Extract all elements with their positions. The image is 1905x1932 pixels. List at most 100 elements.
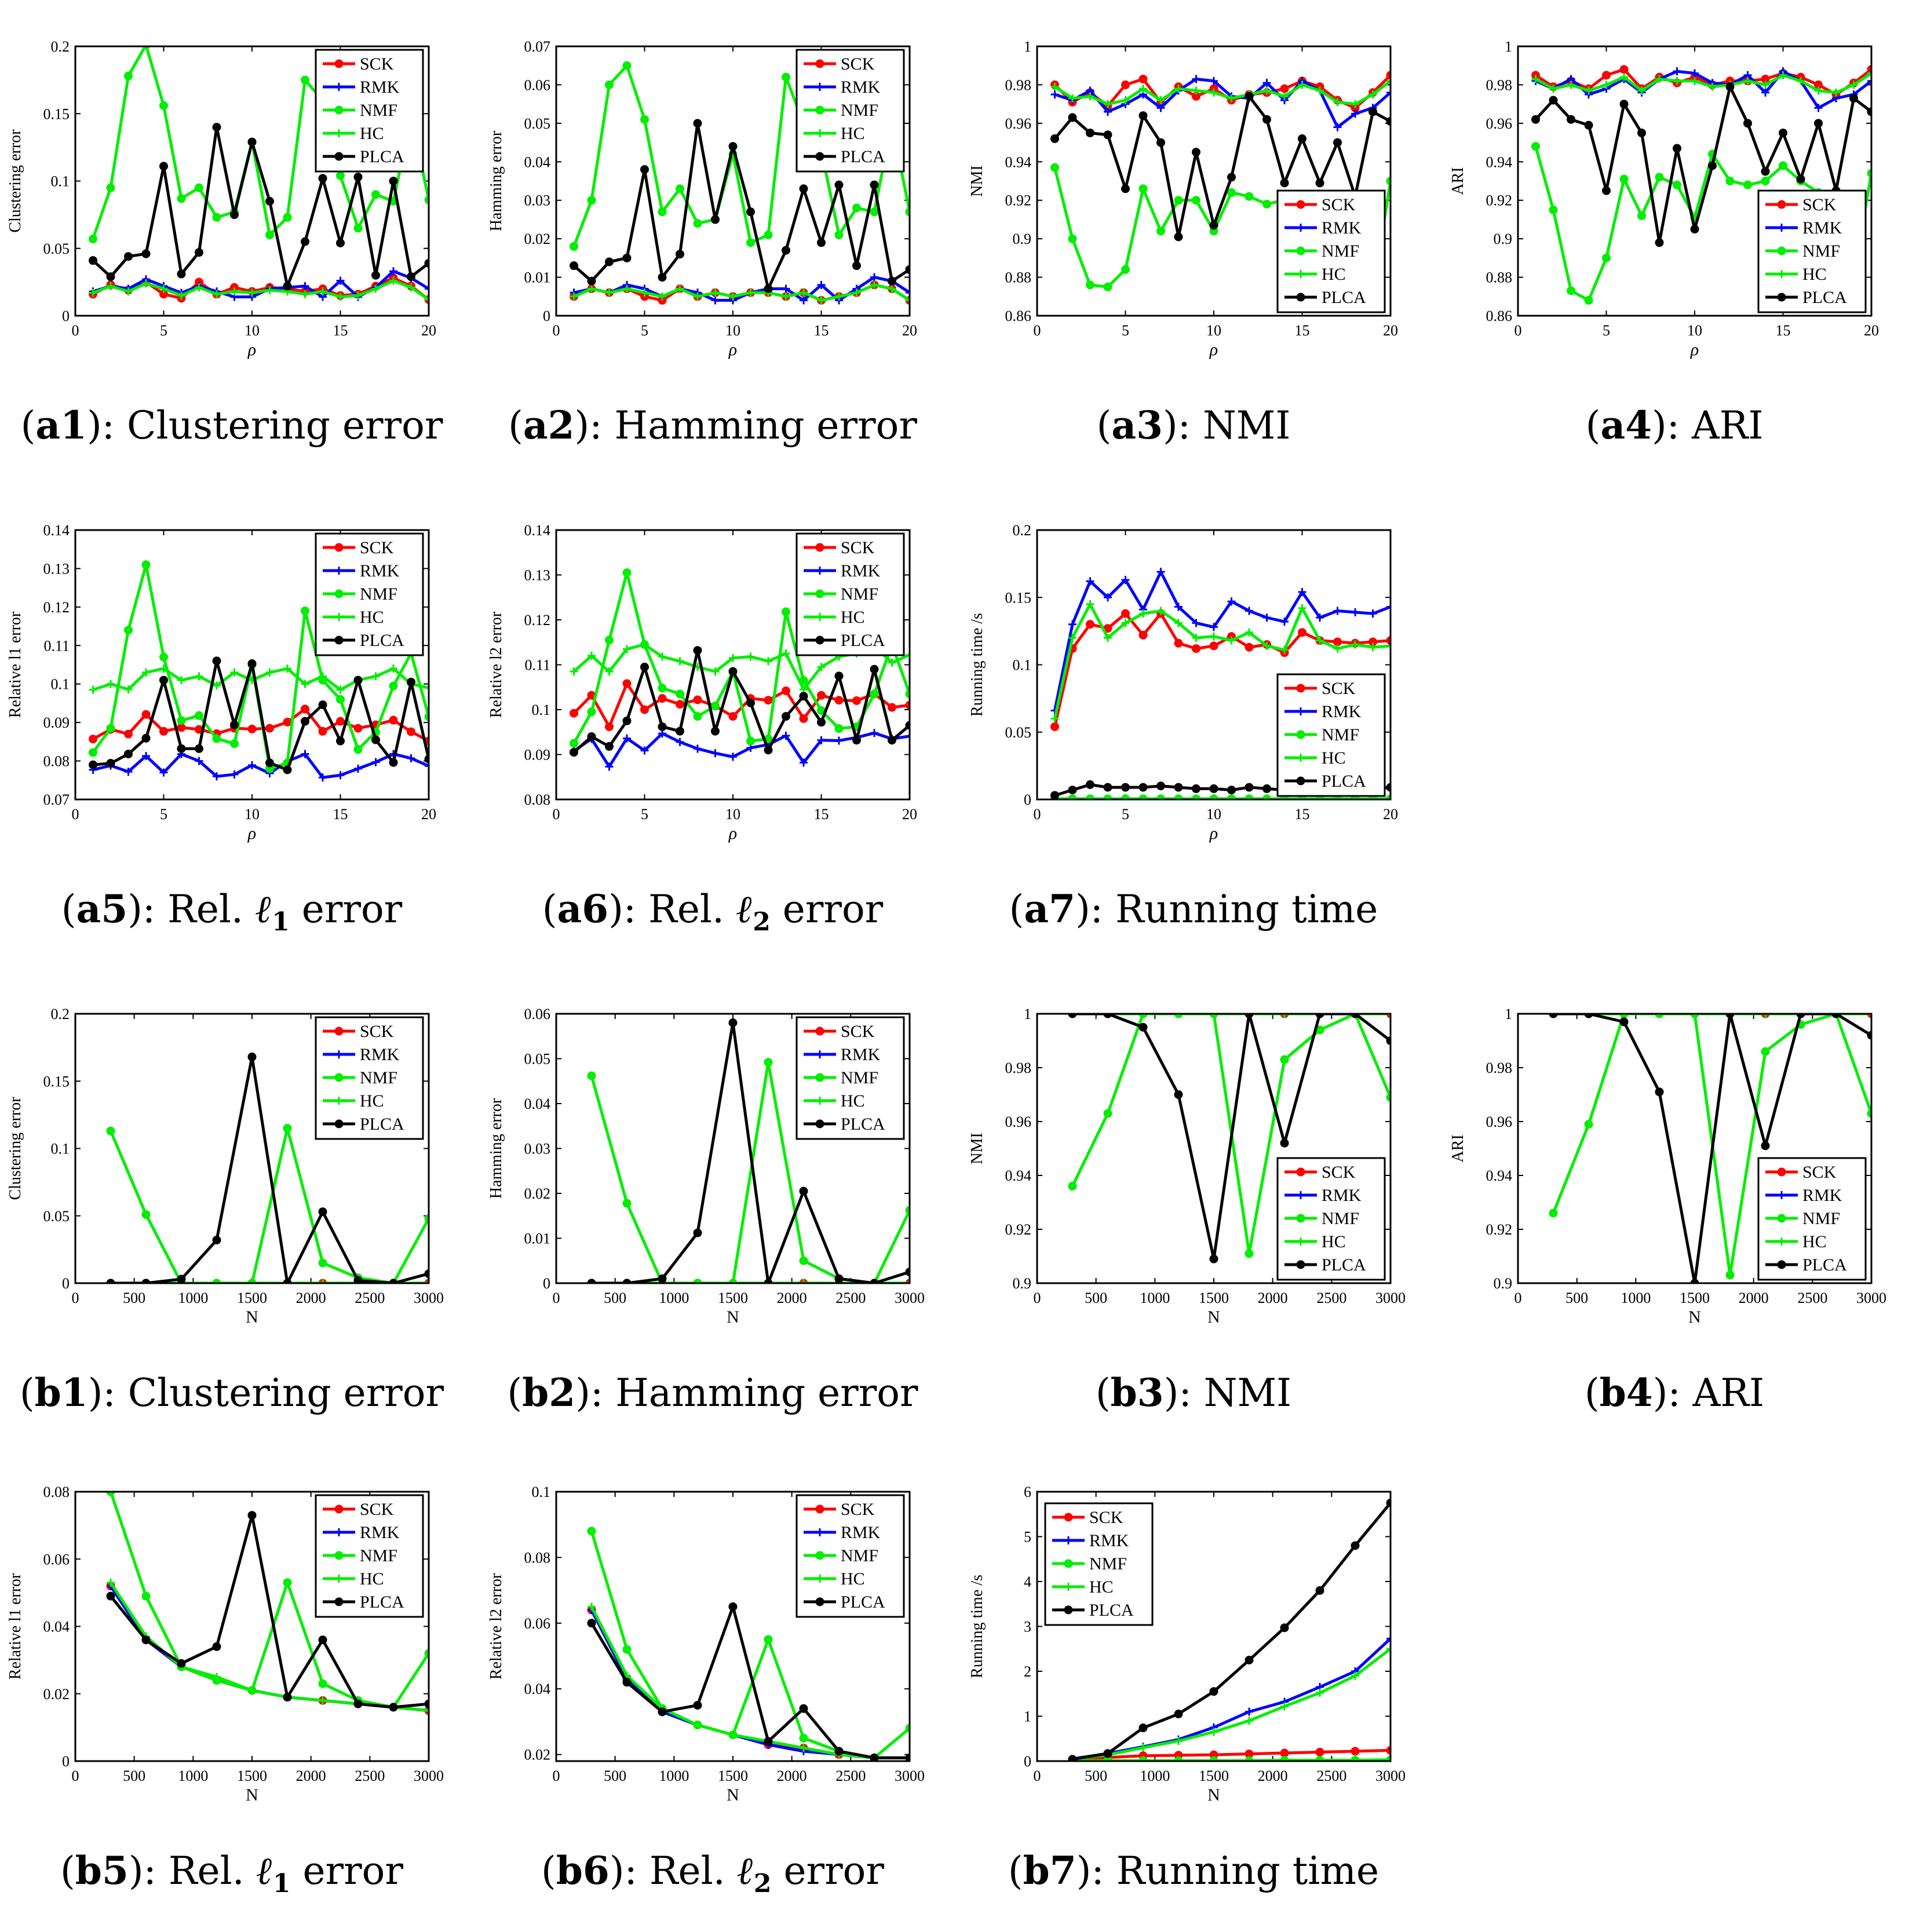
legend-item-nmf: NMF: [1052, 1554, 1127, 1573]
point-nmf: [570, 739, 578, 748]
point-nmf: [336, 171, 345, 180]
x-tick-label: 2500: [1316, 1767, 1346, 1784]
legend-label: NMF: [360, 585, 397, 604]
panel-b4: 0 500 1000 1500 2000 2500 3000 0.9 0.92 0.94 0.96 0…: [1443, 1002, 1905, 1454]
point-plca: [1068, 786, 1077, 795]
point-hc: [89, 685, 97, 694]
legend-item-rmk: RMK: [804, 78, 881, 97]
point-rmk: [354, 764, 362, 773]
point-plca: [622, 716, 632, 725]
series-plca: [570, 646, 910, 757]
point-hc: [124, 685, 133, 694]
point-rmk: [1050, 90, 1059, 99]
point-plca: [746, 207, 755, 217]
point-hc: [1262, 641, 1271, 650]
y-ticks: 0.07 0.08 0.09 0.1 0.11 0.12 0.13 0.14: [43, 522, 429, 808]
point-rmk: [1814, 104, 1823, 112]
legend-box: [315, 1494, 424, 1618]
point-hc: [1139, 85, 1147, 93]
point-hc: [729, 653, 737, 662]
x-tick-label: 1000: [178, 1290, 208, 1306]
legend-marker: [815, 59, 824, 68]
caption-b4: (b4): ARI: [1584, 1370, 1765, 1415]
point-plca: [834, 180, 844, 189]
y-tick-label: 0.94: [1486, 154, 1513, 170]
point-plca: [1584, 120, 1593, 130]
point-rmk: [1210, 623, 1218, 631]
x-axis-label: ρ: [728, 824, 737, 843]
point-hc: [587, 1602, 596, 1611]
panel-a3: 0 5 10 15 20 0.86 0.88 0.9 0.92 0.94 0.96 0.98 1 ρ NMI…: [962, 35, 1425, 487]
point-nmf: [283, 213, 292, 222]
point-nmf: [1174, 196, 1183, 205]
caption-label: a4: [1600, 403, 1652, 448]
caption-a1: (a1): Clustering error: [20, 403, 443, 448]
x-tick-label: 2000: [777, 1767, 807, 1784]
legend-marker: [335, 1575, 343, 1583]
legend-item-plca: PLCA: [1284, 1255, 1366, 1274]
point-plca: [888, 276, 896, 286]
legend-marker: [816, 1528, 824, 1536]
legend-label: RMK: [1089, 1531, 1129, 1550]
legend-label: PLCA: [360, 631, 404, 650]
series-plca: [587, 1602, 910, 1761]
x-ticks: 0 500 1000 1500 2000 2500 3000: [1034, 1014, 1406, 1306]
caption-label: a7: [1024, 886, 1076, 932]
point-plca: [1174, 1090, 1183, 1099]
point-rmk: [605, 762, 614, 771]
point-sck: [407, 727, 415, 736]
point-plca: [870, 1753, 879, 1761]
caption-label: b2: [522, 1370, 576, 1415]
point-sck: [834, 696, 844, 705]
caption-text: Clustering error: [127, 403, 443, 448]
axes-box: [555, 1491, 911, 1762]
caption-text: NMI: [1203, 1371, 1292, 1415]
point-hc: [213, 290, 221, 298]
point-rmk: [213, 772, 221, 781]
series-line-nmf: [109, 1492, 429, 1709]
caption-math: ℓ: [255, 886, 272, 932]
panel-a5: 0 5 10 15 20 0.07 0.08 0.09 0.1 0.11 0.12 0.13 0.14 ρ…: [0, 518, 464, 970]
point-nmf: [1103, 1109, 1112, 1118]
series-line-plca: [572, 122, 910, 290]
point-sck: [888, 703, 896, 712]
x-axis-label: N: [246, 1785, 258, 1805]
caption-label: a2: [523, 403, 575, 448]
legend-label: HC: [841, 608, 865, 627]
point-nmf: [1725, 1270, 1735, 1280]
y-tick-label: 0.05: [524, 1051, 551, 1068]
legend-item-rmk: RMK: [1284, 218, 1362, 238]
y-tick-label: 0.88: [1486, 269, 1513, 286]
point-plca: [693, 1701, 702, 1710]
point-nmf: [1779, 161, 1787, 170]
point-nmf: [283, 1124, 292, 1133]
panel-b2: 0 500 1000 1500 2000 2500 3000 0 0.01 0.02 0.03 0.0…: [481, 1002, 944, 1454]
legend-item-nmf: NMF: [323, 101, 397, 120]
axes-box: [555, 45, 911, 317]
point-hc: [1104, 100, 1112, 108]
series-hc: [1050, 600, 1391, 723]
point-nmf: [622, 1199, 632, 1208]
caption-label: b7: [1023, 1848, 1076, 1893]
point-hc: [1673, 76, 1681, 85]
legend-marker: [335, 567, 343, 575]
point-hc: [694, 1721, 702, 1729]
legend-item-plca: PLCA: [323, 631, 404, 650]
point-nmf: [106, 724, 115, 733]
legend-marker: [816, 129, 824, 137]
y-tick-label: 0.02: [524, 231, 551, 247]
point-plca: [1531, 115, 1540, 124]
caption-text: Running time: [1115, 887, 1378, 932]
y-tick-label: 0.1: [532, 702, 551, 718]
y-ticks: 0.9 0.92 0.94 0.96 0.98 1: [1486, 1006, 1871, 1292]
legend-item-nmf: NMF: [323, 585, 397, 604]
x-tick-label: 3000: [414, 1290, 444, 1306]
point-plca: [212, 656, 221, 666]
series-group: [89, 560, 429, 782]
point-hc: [1068, 94, 1076, 103]
point-sck: [1280, 1748, 1289, 1758]
point-rmk: [1298, 587, 1307, 596]
legend-item-hc: HC: [804, 124, 865, 143]
point-plca: [301, 717, 309, 726]
point-nmf: [159, 652, 168, 662]
